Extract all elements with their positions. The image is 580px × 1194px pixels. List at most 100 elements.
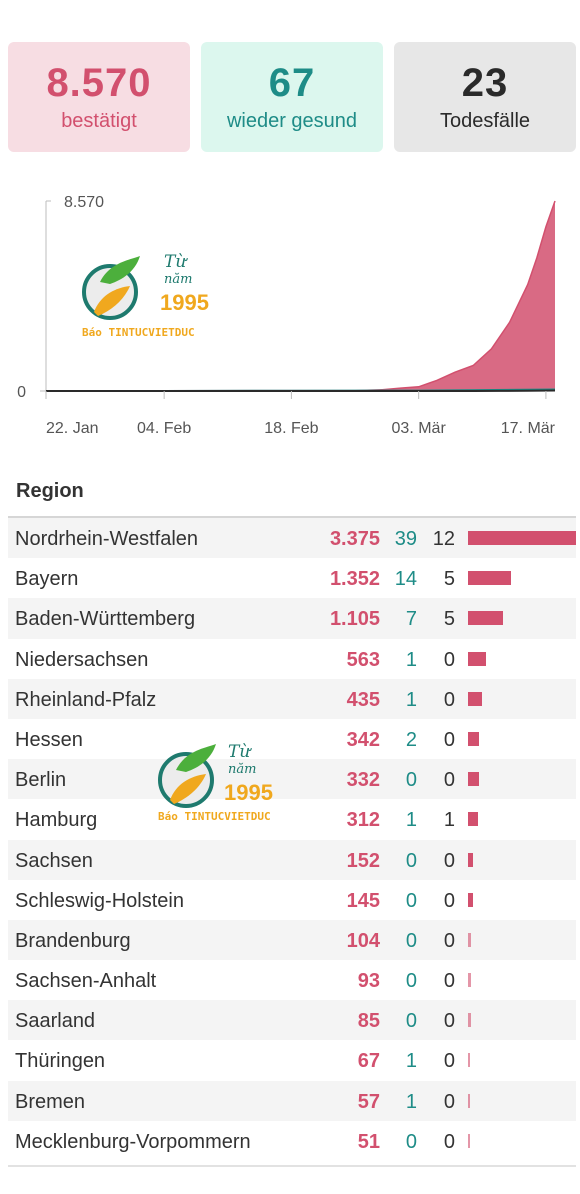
region-deaths: 0 (443, 1130, 455, 1153)
region-deaths: 5 (443, 568, 455, 591)
region-cases: 342 (346, 728, 380, 751)
watermark-year: 1995 (160, 290, 209, 315)
region-recovered: 39 (394, 528, 417, 550)
region-name: Bremen (15, 1090, 86, 1113)
region-deaths: 0 (443, 1010, 455, 1033)
x-tick-label: 03. Mär (392, 420, 447, 437)
table-row: Brandenburg 104 0 0 (8, 919, 576, 961)
region-deaths: 0 (443, 1090, 455, 1113)
table-row: Berlin 332 0 0 (8, 759, 576, 800)
watermark-brand: Báo TINTUCVIETDUC (158, 810, 271, 823)
deaths-card: 23 Todesfälle (394, 42, 576, 152)
region-cases: 57 (357, 1090, 380, 1113)
region-cases-bar (468, 1133, 470, 1148)
cases-timeline-chart: 22. Jan 04. Feb 18. Feb 03. Mär 17. Mär 0 8.5… (17, 194, 556, 437)
region-recovered: 0 (405, 849, 417, 872)
region-cases: 152 (346, 849, 380, 872)
region-deaths: 0 (443, 1050, 455, 1073)
table-row: Hamburg 312 1 1 (8, 799, 576, 839)
region-cases-bar (468, 691, 482, 706)
watermark-year: 1995 (224, 780, 273, 805)
region-deaths: 0 (443, 929, 455, 952)
confirmed-count: 8.570 (46, 61, 152, 105)
region-deaths: 0 (443, 889, 455, 912)
region-name: Hessen (15, 728, 83, 751)
region-cases-bar (468, 973, 471, 988)
region-deaths: 1 (443, 809, 455, 832)
region-recovered: 0 (405, 769, 417, 792)
region-name: Bayern (15, 568, 79, 591)
region-cases-bar (468, 852, 473, 867)
watermark-text-year-label: năm (164, 272, 193, 287)
series-line-2 (46, 389, 556, 392)
watermark-brand: Báo TINTUCVIETDUC (82, 326, 195, 339)
region-deaths: 0 (443, 849, 455, 872)
table-row: Bayern 1.352 14 5 (8, 558, 576, 598)
table-row: Mecklenburg-Vorpommern 51 0 0 (8, 1121, 576, 1161)
region-name: Hamburg (15, 809, 98, 832)
series-area-confirmed (46, 201, 555, 391)
region-recovered: 0 (405, 889, 417, 912)
table-row: Rheinland-Pfalz 435 1 0 (8, 678, 576, 719)
region-name: Mecklenburg-Vorpommern (15, 1130, 251, 1153)
table-row: Bremen 57 1 0 (8, 1080, 576, 1121)
region-recovered: 1 (405, 648, 417, 671)
region-deaths: 0 (443, 769, 455, 792)
region-recovered: 1 (405, 809, 417, 832)
table-row: Saarland 85 0 0 (8, 1000, 576, 1041)
region-cases-bar (468, 1053, 471, 1068)
region-cases: 104 (346, 929, 380, 952)
stats-panel: 8.570 bestätigt 67 wieder gesund 23 Tode… (8, 42, 576, 154)
region-cases-bar (468, 731, 479, 746)
recovered-label: wieder gesund (226, 110, 358, 132)
x-tick-label: 04. Feb (137, 420, 191, 437)
region-cases-bar (468, 892, 473, 907)
region-cases-bar (468, 651, 486, 666)
table-row: Nordrhein-Westfalen 3.375 39 12 (8, 518, 576, 559)
region-cases-bar (468, 772, 479, 787)
region-deaths: 0 (443, 688, 455, 711)
region-cases-bar (468, 531, 576, 545)
region-cases: 332 (346, 769, 380, 792)
watermark-logo: Từ năm 1995 Báo TINTUCVIETDUC (80, 250, 220, 350)
region-cases-bar (468, 1093, 470, 1108)
region-recovered: 1 (405, 688, 417, 711)
watermark-text-from: Từ (228, 742, 251, 762)
region-name: Sachsen (15, 849, 93, 872)
table-row: Sachsen-Anhalt 93 0 0 (8, 960, 576, 1000)
region-cases: 93 (357, 970, 380, 993)
region-deaths: 0 (443, 728, 455, 751)
region-name: Saarland (15, 1010, 96, 1033)
region-table: Nordrhein-Westfalen 3.375 39 12 Bayern 1.352 1… (8, 516, 576, 1161)
x-tick-label: 18. Feb (264, 420, 318, 437)
watermark-leaf-icon (158, 744, 216, 808)
region-name: Sachsen-Anhalt (15, 970, 157, 993)
region-deaths: 0 (443, 648, 455, 671)
region-cases-bar (468, 1013, 471, 1028)
region-cases: 312 (346, 809, 380, 832)
region-cases-bar (468, 571, 512, 586)
recovered-card: 67 wieder gesund (201, 42, 383, 152)
region-deaths: 12 (432, 528, 455, 550)
table-row: Hessen 342 2 0 (8, 719, 576, 759)
confirmed-label: bestätigt (61, 110, 137, 132)
region-recovered: 1 (405, 1090, 417, 1113)
table-row: Baden-Württemberg 1.105 7 5 (8, 598, 576, 639)
region-recovered: 14 (394, 568, 417, 591)
region-name: Baden-Württemberg (15, 608, 196, 631)
y-tick-label: 0 (17, 384, 26, 401)
region-name: Niedersachsen (15, 648, 149, 671)
region-recovered: 0 (405, 1130, 417, 1153)
watermark-text-from: Từ (164, 252, 187, 272)
region-recovered: 0 (405, 970, 417, 993)
x-tick-label: 22. Jan (46, 420, 98, 437)
region-name: Nordrhein-Westfalen (15, 528, 199, 550)
region-recovered: 2 (405, 728, 417, 751)
deaths-count: 23 (461, 61, 509, 105)
watermark-text-year-label: năm (228, 762, 257, 777)
region-name: Schleswig-Holstein (15, 889, 184, 912)
region-cases: 3.375 (329, 528, 380, 550)
region-cases: 145 (346, 889, 380, 912)
table-bottom-divider (8, 1165, 576, 1167)
confirmed-card: 8.570 bestätigt (8, 42, 190, 152)
